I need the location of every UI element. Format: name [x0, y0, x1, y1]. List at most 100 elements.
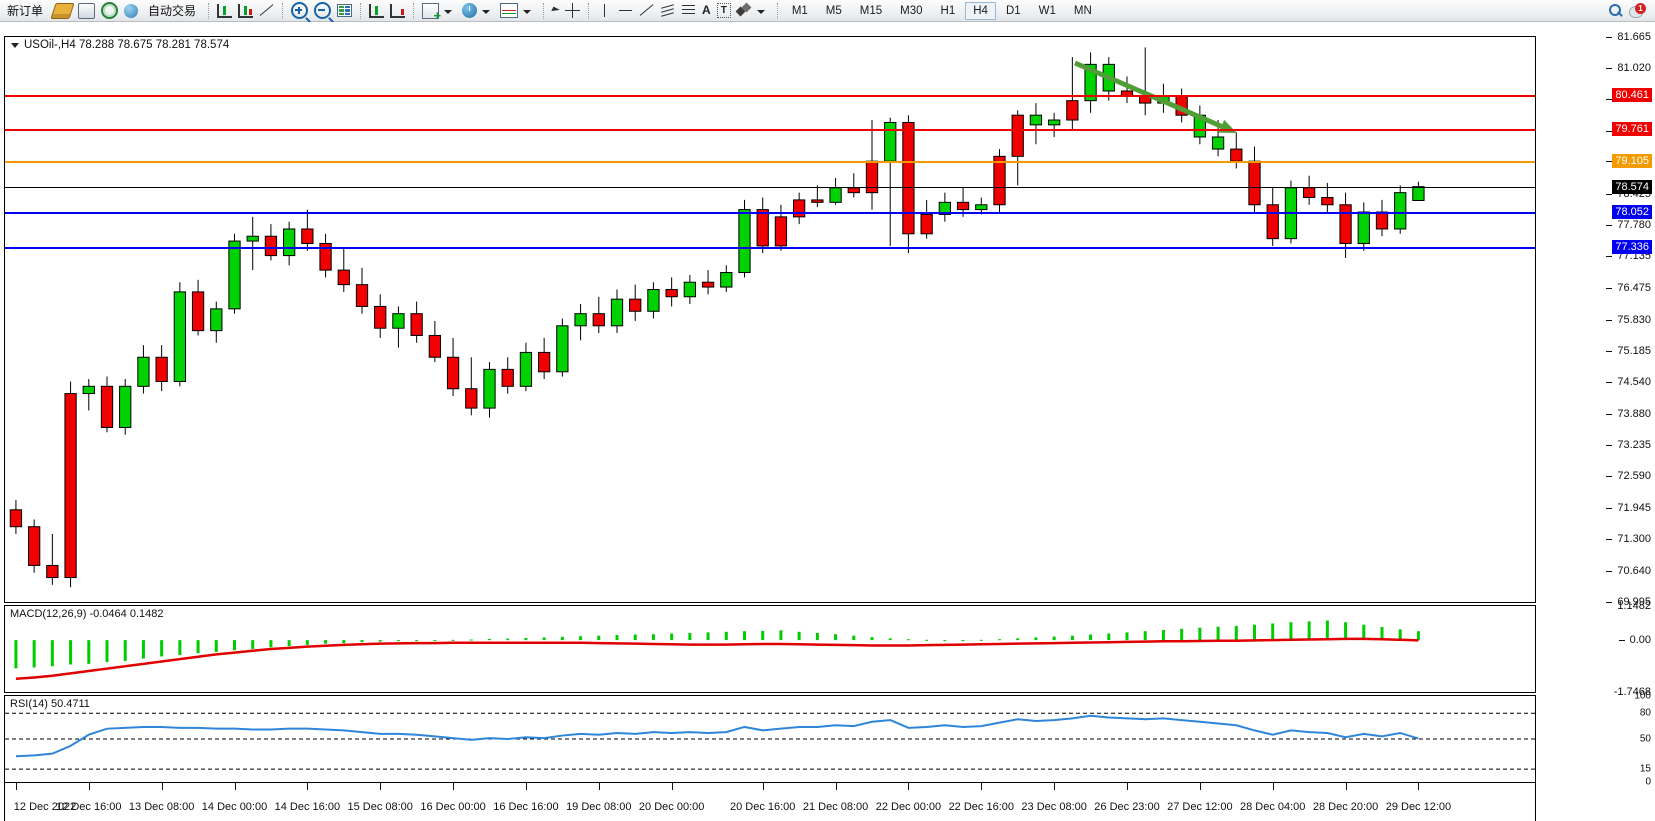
fibonacci-icon[interactable] [678, 1, 699, 21]
time-label: 26 Dec 23:00 [1094, 801, 1160, 813]
level-line-last-price[interactable] [5, 186, 1535, 188]
timeframe-m30[interactable]: M30 [900, 4, 923, 17]
period-clock-icon[interactable] [459, 1, 480, 21]
separator [205, 2, 212, 20]
shapes-icon[interactable] [734, 1, 755, 21]
timeframe-m5[interactable]: M5 [825, 4, 842, 17]
timeframe-d1[interactable]: D1 [1005, 4, 1021, 17]
time-tick [1054, 783, 1056, 790]
bar-chart-icon[interactable] [214, 1, 235, 21]
indicators-dropdown-icon[interactable] [442, 2, 459, 20]
timeframe-mn[interactable]: MN [1073, 4, 1092, 17]
order-icon[interactable] [50, 1, 75, 21]
time-tick [598, 783, 600, 790]
toolbar-right-group: 1 [1606, 1, 1655, 21]
terminal-icon[interactable] [121, 1, 141, 21]
rsi-pane[interactable]: RSI(14) 50.4711 [4, 695, 1536, 783]
level-line-pivot[interactable] [5, 160, 1535, 163]
macd-tick: 0.00 [1618, 634, 1651, 647]
time-tick [908, 783, 910, 790]
timeframe-h1[interactable]: H1 [940, 4, 956, 17]
time-tick [307, 783, 309, 790]
time-tick [1272, 783, 1274, 790]
time-label: 23 Dec 08:00 [1021, 801, 1087, 813]
time-label: 20 Dec 16:00 [729, 801, 796, 813]
time-label: 20 Dec 00:00 [638, 801, 705, 813]
price-pane[interactable]: USOil-,H4 78.288 78.675 78.281 78.574 [4, 36, 1536, 603]
autotrading-button[interactable]: 自动交易 [141, 1, 203, 21]
time-tick [161, 783, 163, 790]
templates-dropdown-icon[interactable] [521, 2, 538, 20]
text-icon[interactable]: A [702, 3, 711, 17]
symbol-ohlc-text: USOil-,H4 78.288 78.675 78.281 78.574 [24, 39, 230, 51]
timeframe-m15[interactable]: M15 [859, 4, 883, 17]
trendline-icon[interactable] [636, 1, 657, 21]
time-label: 14 Dec 00:00 [201, 801, 268, 813]
time-label: 13 Dec 08:00 [128, 801, 195, 813]
new-order-button[interactable]: 新订单 [0, 1, 50, 21]
collapse-caret-icon[interactable] [11, 42, 19, 48]
rsi-tick: 100 [1634, 690, 1651, 702]
macd-label: MACD(12,26,9) -0.0464 0.1482 [10, 608, 164, 620]
price-tag-resistance-1[interactable]: 80.461 [1612, 88, 1652, 103]
crosshair-icon[interactable] [562, 1, 583, 21]
level-line-resistance-2[interactable] [5, 129, 1535, 132]
time-label: 28 Dec 20:00 [1312, 801, 1379, 813]
price-tag-resistance-2[interactable]: 79.761 [1612, 122, 1652, 137]
new-order-label: 新订单 [7, 4, 44, 18]
zoom-out-icon[interactable] [311, 1, 334, 21]
vertical-line-icon[interactable] [594, 1, 615, 21]
navigator-icon[interactable] [98, 1, 121, 21]
chart-area[interactable]: USOil-,H4 78.288 78.675 78.281 78.574 MA… [0, 22, 1655, 821]
timeframe-m1[interactable]: M1 [791, 4, 808, 17]
candlestick-chart-icon[interactable] [235, 1, 256, 21]
cursor-icon[interactable] [549, 1, 562, 21]
time-tick [762, 783, 764, 790]
horizontal-line-icon[interactable] [615, 1, 636, 21]
level-line-support-1[interactable] [5, 211, 1535, 214]
auto-scroll-icon[interactable] [366, 1, 387, 21]
price-tick: 72.590 [1606, 470, 1651, 483]
time-axis[interactable]: 12 Dec 2022 12 Dec 16:00 13 Dec 08:00 14 De… [4, 783, 1536, 821]
time-label: 16 Dec 00:00 [420, 801, 486, 813]
shapes-dropdown-icon[interactable] [755, 2, 772, 20]
timeframe-w1[interactable]: W1 [1038, 4, 1056, 17]
price-tick: 76.475 [1606, 282, 1651, 295]
timeframe-h4[interactable]: H4 [965, 1, 996, 20]
level-line-support-2[interactable] [5, 246, 1535, 249]
main-toolbar: 新订单 自动交易 A T [0, 0, 1655, 23]
data-window-icon[interactable] [75, 1, 98, 21]
time-tick [453, 783, 455, 790]
time-tick [15, 783, 17, 790]
rsi-tick: 80 [1639, 707, 1651, 719]
text-label-icon[interactable]: T [714, 1, 734, 21]
price-tick: 81.020 [1606, 62, 1651, 75]
level-line-resistance-1[interactable] [5, 95, 1535, 98]
price-axis[interactable]: 81.66581.02080.37579.73179.10578.42577.7… [1536, 22, 1655, 821]
price-tick: 77.780 [1606, 219, 1651, 232]
price-tag-last-price[interactable]: 78.574 [1612, 179, 1652, 194]
templates-icon[interactable] [497, 1, 521, 21]
macd-tick: -1.7468 [1613, 686, 1651, 698]
indicators-icon[interactable] [419, 1, 442, 23]
line-chart-icon[interactable] [256, 1, 277, 21]
price-tag-support-1[interactable]: 78.052 [1612, 204, 1652, 219]
alerts-icon[interactable]: 1 [1626, 1, 1649, 21]
zoom-in-icon[interactable] [288, 1, 311, 21]
time-label: 22 Dec 16:00 [948, 801, 1014, 813]
price-tag-pivot[interactable]: 79.105 [1612, 153, 1652, 168]
search-icon[interactable] [1606, 1, 1626, 21]
notification-badge: 1 [1635, 2, 1646, 14]
chart-shift-icon[interactable] [387, 1, 408, 21]
macd-pane[interactable]: MACD(12,26,9) -0.0464 0.1482 [4, 605, 1536, 693]
price-tick: 73.880 [1606, 407, 1651, 420]
separator [540, 2, 547, 20]
price-tag-support-2[interactable]: 77.336 [1612, 239, 1652, 254]
price-tick: 71.300 [1606, 532, 1651, 545]
time-tick [1345, 783, 1347, 790]
period-dropdown-icon[interactable] [480, 2, 497, 20]
grid-icon[interactable] [334, 1, 355, 21]
symbol-header: USOil-,H4 78.288 78.675 78.281 78.574 [11, 39, 229, 51]
equidistant-channel-icon[interactable] [657, 1, 678, 21]
